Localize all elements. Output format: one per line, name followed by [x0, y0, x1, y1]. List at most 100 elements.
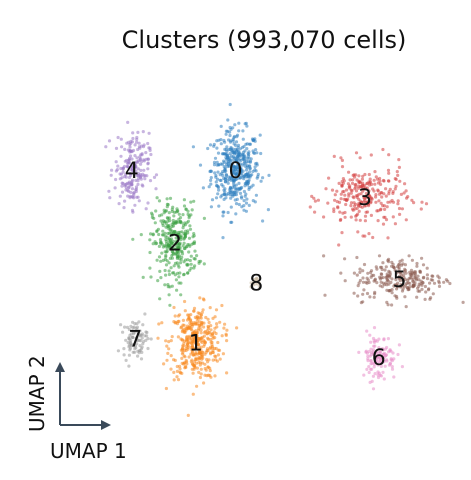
- cluster-0-point: [244, 121, 248, 125]
- cluster-1-point: [166, 351, 170, 355]
- cluster-5-point: [365, 291, 370, 296]
- cluster-2-point: [187, 216, 191, 220]
- cluster-2-point: [167, 223, 171, 228]
- cluster-6-point: [381, 360, 385, 364]
- cluster-3-point: [360, 177, 364, 181]
- cluster-0-point: [223, 147, 227, 151]
- cluster-0-point: [216, 151, 221, 155]
- cluster-0-point: [241, 150, 245, 154]
- cluster-2-point: [168, 256, 172, 260]
- cluster-3-point: [368, 177, 372, 181]
- cluster-5-point: [374, 265, 378, 269]
- cluster-7-point: [141, 323, 145, 327]
- cluster-3-point: [361, 174, 365, 178]
- cluster-1-point: [178, 364, 182, 368]
- cluster-7-point: [128, 340, 132, 345]
- cluster-7-point: [138, 344, 142, 348]
- cluster-0-point: [235, 133, 240, 137]
- cluster-4-point: [120, 145, 124, 149]
- cluster-6-point: [390, 367, 395, 371]
- cluster-1-point: [203, 373, 207, 377]
- cluster-7-point: [138, 329, 142, 333]
- cluster-0-point: [241, 175, 245, 179]
- cluster-3-point: [343, 193, 347, 197]
- cluster-0-point: [242, 189, 246, 194]
- cluster-3-point: [381, 204, 385, 208]
- cluster-3-point: [339, 156, 343, 160]
- cluster-3-point: [355, 213, 359, 217]
- cluster-7-point: [128, 348, 132, 352]
- cluster-3-point: [395, 170, 399, 174]
- cluster-3-point: [365, 186, 369, 190]
- cluster-3-point: [341, 177, 345, 181]
- cluster-0-point: [207, 185, 211, 189]
- cluster-0-point: [212, 142, 216, 147]
- cluster-3-point: [394, 184, 398, 188]
- cluster-3-point: [362, 183, 367, 187]
- cluster-5-point: [461, 300, 465, 304]
- cluster-6-point: [381, 352, 386, 356]
- cluster-3-point: [410, 198, 414, 202]
- cluster-4-point: [137, 141, 141, 145]
- cluster-7-point: [135, 325, 139, 329]
- cluster-2-point: [172, 264, 176, 268]
- cluster-2-point: [169, 266, 173, 270]
- cluster-3-point: [352, 196, 356, 200]
- cluster-2-point: [172, 247, 176, 251]
- cluster-3-point: [363, 234, 367, 238]
- cluster-0-point: [217, 138, 221, 142]
- cluster-0-point: [215, 163, 219, 167]
- cluster-5-point: [390, 264, 394, 268]
- cluster-0-point: [215, 160, 219, 164]
- cluster-1-point: [164, 386, 168, 391]
- cluster-4-point: [124, 188, 128, 192]
- cluster-2-point: [168, 196, 173, 200]
- cluster-0-point: [243, 164, 247, 168]
- cluster-1-point: [180, 356, 184, 360]
- cluster-1-point: [187, 355, 191, 359]
- cluster-6-point: [362, 373, 366, 377]
- cluster-6-point: [370, 379, 374, 383]
- cluster-5-point: [413, 274, 417, 278]
- cluster-2-point: [172, 221, 176, 225]
- cluster-2-point: [174, 241, 179, 245]
- cluster-1-point: [213, 326, 217, 330]
- cluster-5-point: [377, 254, 382, 258]
- cluster-3-point: [354, 189, 359, 193]
- cluster-3-point: [369, 200, 373, 204]
- cluster-5-point: [446, 279, 450, 283]
- cluster-2-point: [189, 200, 193, 204]
- cluster-4-point: [142, 174, 146, 178]
- cluster-1-point: [178, 370, 182, 374]
- cluster-4-point: [137, 199, 141, 203]
- cluster-7-point: [146, 337, 150, 341]
- cluster-2-point: [182, 241, 186, 245]
- chart-title: Clusters (993,070 cells): [122, 26, 407, 54]
- cluster-1-point: [160, 321, 164, 325]
- cluster-3-point: [384, 187, 388, 191]
- cluster-3-point: [368, 196, 372, 201]
- cluster-4-point: [133, 143, 137, 147]
- cluster-0-point: [216, 184, 220, 189]
- cluster-4-point: [131, 136, 135, 141]
- cluster-4-point: [144, 151, 148, 155]
- cluster-1-point: [188, 325, 192, 329]
- cluster-5-point: [393, 268, 397, 272]
- cluster-1-point: [208, 373, 212, 378]
- cluster-4-point: [114, 169, 118, 173]
- cluster-0-point: [236, 162, 240, 166]
- cluster-1-point: [192, 364, 197, 368]
- cluster-1-point: [175, 364, 179, 369]
- cluster-2-point: [191, 241, 195, 245]
- cluster-5-point: [386, 279, 390, 283]
- cluster-4-point: [113, 186, 117, 190]
- axis-indicator: UMAP 1 UMAP 2: [25, 355, 127, 463]
- cluster-5-point: [358, 267, 362, 271]
- cluster-2-point: [155, 196, 159, 200]
- cluster-2-point: [178, 271, 182, 275]
- cluster-4-point: [130, 187, 135, 191]
- cluster-3-point: [373, 182, 377, 186]
- cluster-0-point: [253, 137, 257, 141]
- cluster-7-point: [127, 364, 131, 368]
